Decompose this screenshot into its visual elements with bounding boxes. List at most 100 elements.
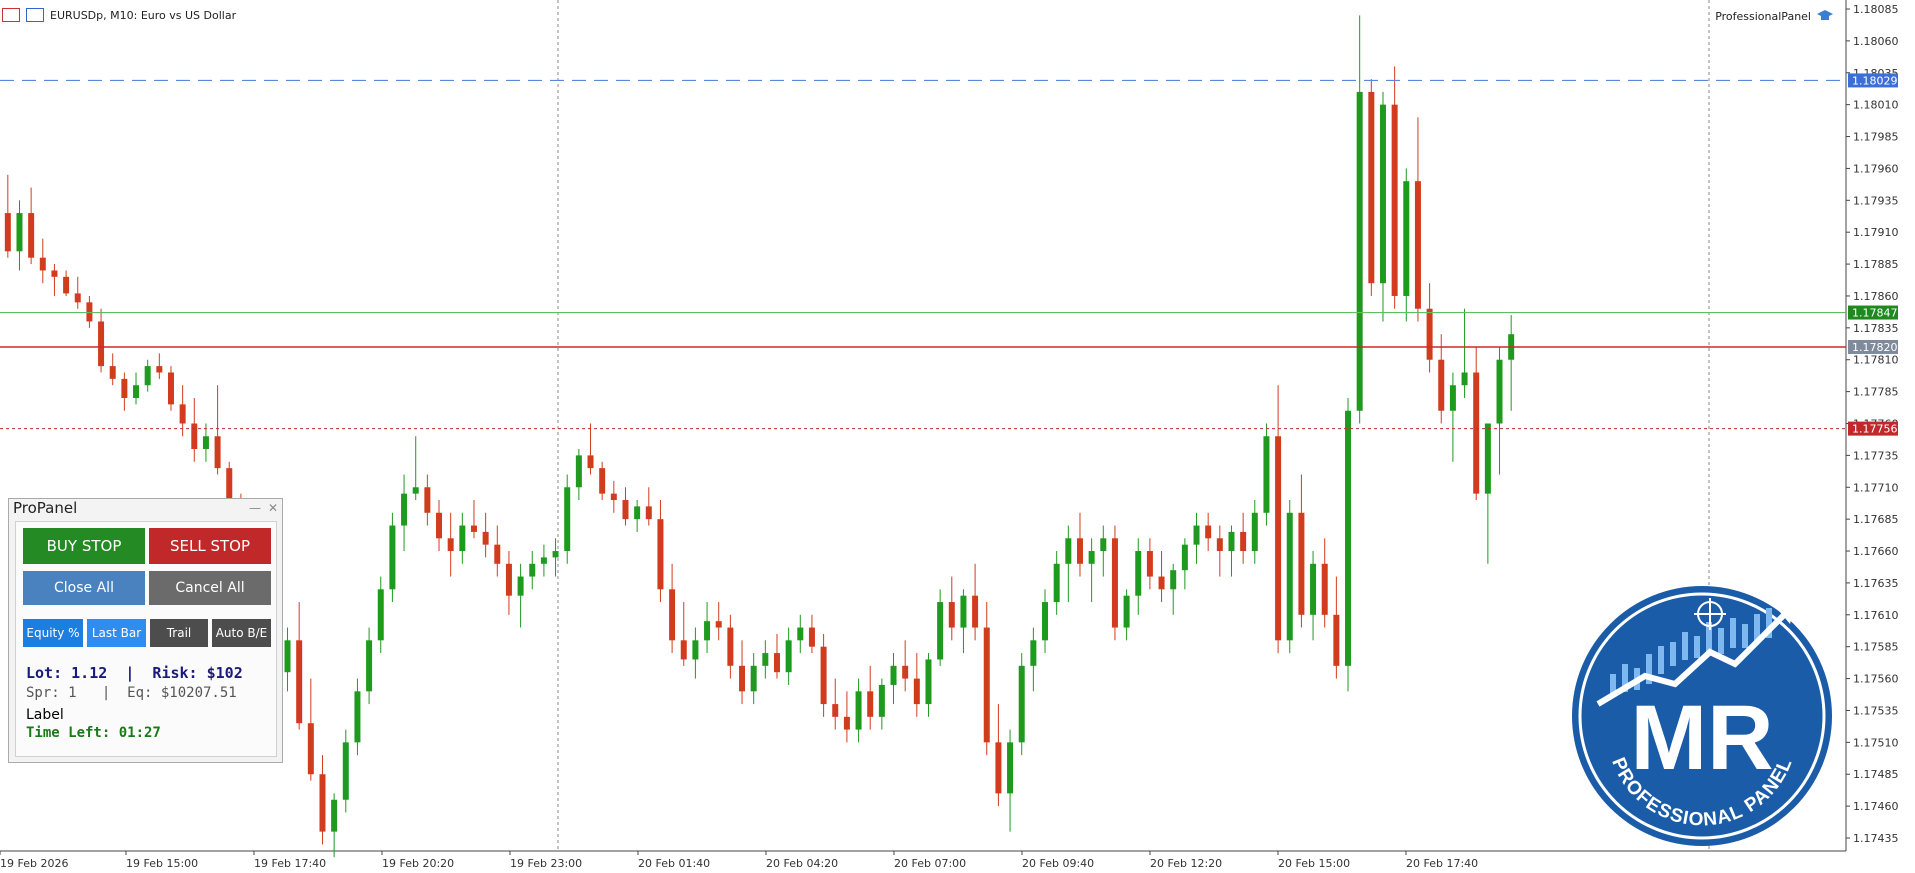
cancel-all-button[interactable]: Cancel All	[149, 571, 271, 605]
candle	[1263, 423, 1270, 526]
candle	[750, 653, 757, 705]
auto-be-button[interactable]: Auto B/E	[212, 619, 271, 647]
candles	[4, 15, 1515, 858]
candle	[4, 174, 11, 258]
time-tick-label: 19 Feb 17:40	[254, 857, 326, 870]
candle-body	[1426, 308, 1433, 360]
candle-body	[1298, 512, 1305, 615]
candle	[983, 602, 990, 756]
candle	[1018, 653, 1025, 756]
candle	[1228, 525, 1235, 577]
candle-body	[1275, 436, 1282, 641]
candle	[109, 353, 116, 386]
candle	[214, 385, 221, 475]
professional-panel-logo: MR PROFESSIONAL PANEL	[1572, 586, 1832, 846]
candle-body	[669, 589, 676, 641]
trail-button[interactable]: Trail	[150, 619, 208, 647]
candle	[634, 500, 641, 532]
candle-body	[342, 742, 349, 800]
candle	[1414, 117, 1421, 322]
candle	[622, 487, 629, 526]
candle	[704, 602, 711, 654]
expert-label: ProfessionalPanel	[1715, 9, 1833, 23]
candle-body	[1181, 544, 1188, 571]
spread-equity-text: Spr: 1 | Eq: $10207.51	[26, 685, 237, 701]
candle-body	[144, 366, 151, 386]
candle-body	[226, 468, 233, 501]
candle	[401, 474, 408, 552]
candle-body	[1158, 576, 1165, 590]
candle-body	[1030, 640, 1037, 666]
lot-risk-text: Lot: 1.12 | Risk: $102	[26, 664, 243, 682]
candle-body	[925, 659, 932, 705]
candle	[1310, 551, 1317, 641]
candle-body	[167, 372, 174, 405]
candle-body	[762, 653, 769, 666]
chart-icon[interactable]	[26, 8, 44, 22]
price-marker-box	[1848, 421, 1898, 436]
chart-header: EURUSDp, M10: Euro vs US Dollar	[2, 8, 236, 22]
symbol-title: EURUSDp, M10: Euro vs US Dollar	[50, 8, 237, 22]
price-marker-label: 1.17847	[1852, 307, 1898, 320]
candle	[1333, 576, 1340, 679]
candle	[785, 627, 792, 685]
candle	[331, 793, 338, 858]
candle-body	[972, 595, 979, 628]
price-tick-label: 1.17910	[1853, 226, 1899, 239]
time-tick-label: 20 Feb 04:20	[766, 857, 838, 870]
candle	[167, 366, 174, 411]
candle-body	[470, 525, 477, 532]
candle	[377, 576, 384, 654]
buy-stop-button[interactable]: BUY STOP	[23, 528, 145, 564]
price-tick-label: 1.17735	[1853, 449, 1899, 462]
menu-icon[interactable]	[2, 8, 20, 22]
candle-body	[1403, 181, 1410, 296]
sell-stop-button[interactable]: SELL STOP	[149, 528, 271, 564]
candle-body	[1053, 563, 1060, 603]
candle-body	[63, 276, 70, 294]
candle	[727, 614, 734, 679]
candle	[505, 551, 512, 615]
equity-percent-button[interactable]: Equity %	[23, 619, 83, 647]
candle-body	[1240, 531, 1247, 552]
candle-body	[1042, 602, 1049, 641]
candle	[657, 500, 664, 603]
candle	[16, 200, 23, 271]
time-tick-label: 20 Feb 07:00	[894, 857, 966, 870]
price-tick-label: 1.17835	[1853, 322, 1899, 335]
candle	[820, 633, 827, 717]
candle	[1193, 512, 1200, 564]
candle	[63, 270, 70, 296]
candle-body	[750, 665, 757, 692]
candle-body	[1251, 512, 1258, 552]
candle	[1298, 474, 1305, 628]
candle	[389, 512, 396, 603]
last-bar-button[interactable]: Last Bar	[87, 619, 146, 647]
price-tick-label: 1.17710	[1853, 481, 1899, 494]
minimize-button[interactable]: —	[249, 501, 261, 515]
candle	[797, 614, 804, 654]
candle	[1030, 627, 1037, 692]
candle-body	[1461, 372, 1468, 386]
candle	[599, 461, 606, 501]
price-tick-label: 1.17560	[1853, 673, 1899, 686]
candle-body	[960, 595, 967, 628]
candle-body	[1065, 538, 1072, 564]
candle-body	[1170, 570, 1177, 590]
candle-body	[494, 544, 501, 564]
candle-body	[16, 213, 23, 252]
candle-body	[1007, 742, 1014, 794]
candle-body	[121, 378, 128, 398]
candle-body	[1123, 595, 1130, 628]
price-tick-label: 1.17460	[1853, 800, 1899, 813]
candle	[1007, 729, 1014, 832]
close-all-button[interactable]: Close All	[23, 571, 145, 605]
candle	[1426, 283, 1433, 373]
candle	[1053, 551, 1060, 615]
price-lines	[0, 79, 1846, 430]
candle	[692, 627, 699, 679]
close-icon[interactable]: ✕	[268, 501, 279, 515]
logo-letters: MR	[1630, 687, 1773, 789]
candle-body	[366, 640, 373, 692]
